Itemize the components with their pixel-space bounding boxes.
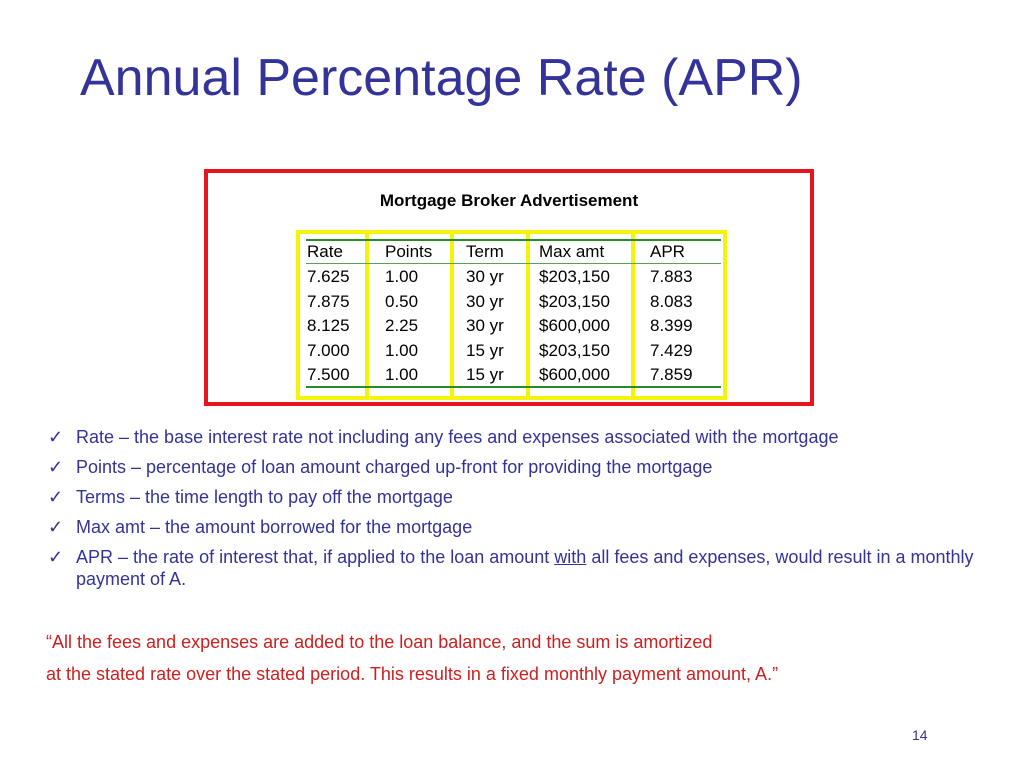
check-icon: ✓ [48, 547, 64, 567]
table-cell-term: 15 yr [466, 340, 504, 360]
table-cell-max-amt: $600,000 [539, 316, 610, 336]
check-icon: ✓ [48, 427, 64, 447]
table-cell-max-amt: $600,000 [539, 365, 610, 385]
table-cell-max-amt: $203,150 [539, 267, 610, 286]
table-cell-apr: 8.399 [650, 316, 693, 336]
advertisement-title: Mortgage Broker Advertisement [379, 191, 639, 210]
bullet-terms-text: Terms – the time length to pay off the m… [76, 487, 453, 507]
slide-title: Annual Percentage Rate (APR) [80, 49, 803, 107]
table-top-rule [306, 239, 721, 241]
column-header-points: Points [385, 242, 433, 261]
table-cell-max-amt: $203,150 [539, 291, 610, 311]
table-cell-points: 1.00 [385, 340, 419, 360]
table-cell-term: 30 yr [466, 316, 504, 336]
check-icon: ✓ [48, 487, 64, 507]
column-header-apr: APR [650, 242, 685, 261]
table-cell-apr: 7.883 [650, 267, 693, 286]
page-number: 14 [912, 727, 928, 743]
bullet-points-text: Points – percentage of loan amount charg… [76, 457, 713, 477]
table-cell-rate: 7.000 [307, 340, 350, 360]
advertisement-frame [204, 169, 814, 406]
table-cell-rate: 7.625 [307, 267, 350, 286]
list-item: ✓ Rate – the base interest rate not incl… [46, 426, 976, 448]
check-icon: ✓ [48, 457, 64, 477]
table-cell-rate: 8.125 [307, 316, 350, 336]
table-cell-rate: 7.875 [307, 291, 350, 311]
table-header-rule [306, 263, 721, 264]
list-item: ✓ APR – the rate of interest that, if ap… [46, 546, 976, 590]
table-cell-points: 0.50 [385, 291, 419, 311]
table-cell-rate: 7.500 [307, 365, 350, 385]
table-cell-term: 30 yr [466, 267, 504, 286]
table-bottom-rule [306, 386, 721, 388]
column-header-rate: Rate [307, 242, 343, 261]
bullet-max-amt-text: Max amt – the amount borrowed for the mo… [76, 517, 473, 537]
table-cell-points: 2.25 [385, 316, 419, 336]
quote-line-1: “All the fees and expenses are added to … [46, 632, 713, 652]
table-cell-points: 1.00 [385, 365, 419, 385]
list-item: ✓ Terms – the time length to pay off the… [46, 486, 976, 508]
list-item: ✓ Points – percentage of loan amount cha… [46, 456, 976, 478]
table-cell-apr: 7.859 [650, 365, 693, 385]
quote-line-2: at the stated rate over the stated perio… [46, 664, 779, 684]
list-item: ✓ Max amt – the amount borrowed for the … [46, 516, 976, 538]
bullet-rate-text: Rate – the base interest rate not includ… [76, 427, 839, 447]
table-cell-points: 1.00 [385, 267, 419, 286]
table-cell-term: 15 yr [466, 365, 504, 385]
table-cell-apr: 7.429 [650, 340, 693, 360]
column-header-max-amt: Max amt [539, 242, 605, 261]
bullet-apr-emphasis: with [554, 547, 587, 567]
table-cell-term: 30 yr [466, 291, 504, 311]
bullet-apr-text-start: APR – the rate of interest that, if appl… [76, 547, 555, 567]
column-header-term: Term [466, 242, 504, 261]
definition-list: ✓ Rate – the base interest rate not incl… [46, 426, 976, 598]
bullet-apr-text-end: all fees and expenses, would result in a… [76, 547, 974, 589]
apr-column-highlight [631, 230, 727, 400]
check-icon: ✓ [48, 517, 64, 537]
table-cell-apr: 8.083 [650, 291, 693, 311]
table-cell-max-amt: $203,150 [539, 340, 610, 360]
